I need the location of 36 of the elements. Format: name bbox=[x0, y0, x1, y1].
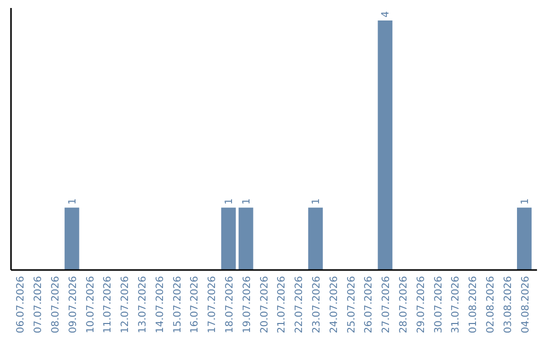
x-tick-label: 20.07.2026 bbox=[259, 276, 270, 334]
x-tick-label: 18.07.2026 bbox=[224, 276, 236, 334]
x-tick-label: 16.07.2026 bbox=[190, 276, 201, 334]
x-tick-label: 03.08.2026 bbox=[502, 276, 514, 334]
x-tick-label: 23.07.2026 bbox=[312, 276, 322, 334]
data-label: 1 bbox=[67, 198, 78, 205]
data-label: 1 bbox=[520, 198, 531, 205]
x-tick-label: 31.07.2026 bbox=[450, 276, 462, 334]
x-tick-label: 24.07.2026 bbox=[328, 276, 340, 334]
data-label: 1 bbox=[224, 198, 235, 205]
x-tick-label: 09.07.2026 bbox=[68, 276, 79, 334]
x-tick-label: 29.07.2026 bbox=[416, 276, 427, 334]
x-tick-label: 21.07.2026 bbox=[276, 276, 288, 334]
x-tick-label: 12.07.2026 bbox=[120, 276, 132, 334]
x-tick-label: 08.07.2026 bbox=[50, 276, 62, 334]
x-tick-label: 02.08.2026 bbox=[486, 276, 496, 334]
x-tick-label: 15.07.2026 bbox=[172, 276, 184, 334]
data-label: 1 bbox=[311, 198, 322, 205]
x-tick-label: 04.08.2026 bbox=[520, 276, 532, 334]
x-tick-label: 01.08.2026 bbox=[468, 276, 480, 334]
x-tick-label: 13.07.2026 bbox=[138, 276, 148, 334]
x-tick-label: 25.07.2026 bbox=[346, 276, 358, 334]
x-tick-label: 11.07.2026 bbox=[102, 276, 114, 334]
x-tick-label: 22.07.2026 bbox=[294, 276, 306, 334]
x-tick-label: 06.07.2026 bbox=[16, 276, 27, 334]
x-tick-label: 27.07.2026 bbox=[381, 276, 392, 334]
x-tick-label: 30.07.2026 bbox=[433, 276, 444, 334]
x-tick-label: 28.07.2026 bbox=[398, 276, 410, 334]
x-tick-label: 19.07.2026 bbox=[242, 276, 253, 334]
x-tick-label: 10.07.2026 bbox=[85, 276, 96, 334]
x-tick-label: 07.07.2026 bbox=[33, 276, 44, 334]
x-tick-label: 26.07.2026 bbox=[364, 276, 375, 334]
x-tick-label: 14.07.2026 bbox=[154, 276, 166, 334]
x-tick-label: 17.07.2026 bbox=[207, 276, 218, 334]
data-label: 4 bbox=[380, 11, 392, 18]
data-label: 1 bbox=[241, 198, 252, 205]
